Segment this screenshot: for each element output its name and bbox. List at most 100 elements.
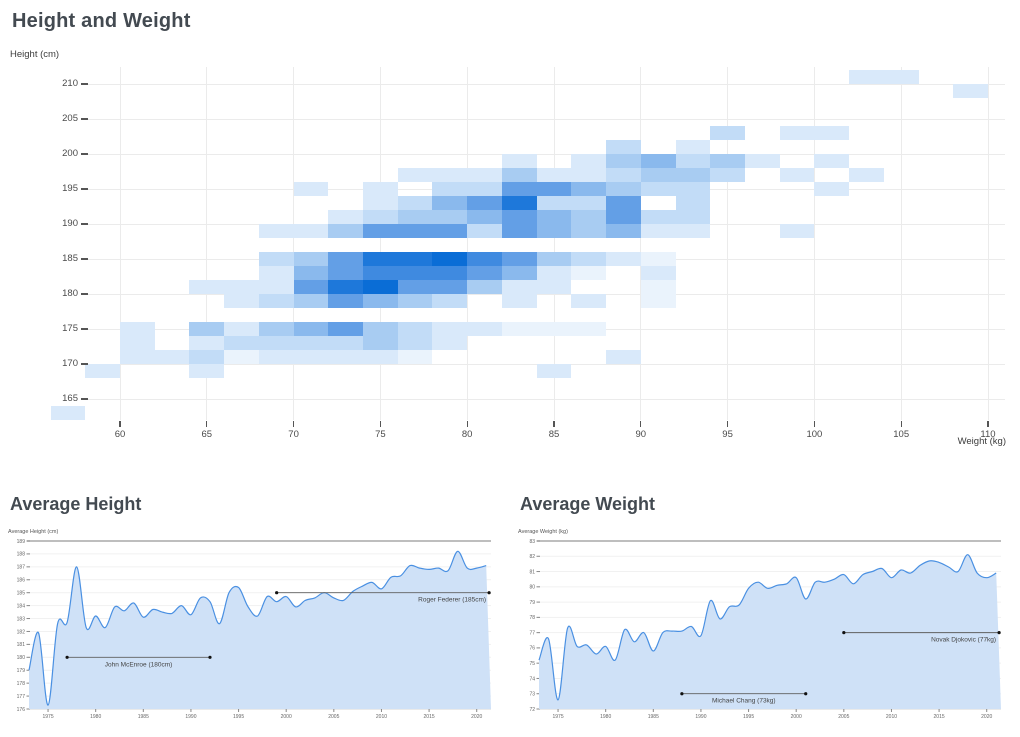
heatmap-cell — [85, 364, 120, 378]
x-tick — [726, 421, 729, 427]
heatmap-cell — [501, 322, 537, 336]
x-tick — [900, 421, 902, 427]
heatmap-cell — [432, 196, 468, 210]
heatmap-cell — [467, 196, 502, 210]
heatmap-cell — [640, 252, 676, 266]
heatmap-cell — [189, 350, 225, 364]
heatmap-cell — [328, 280, 364, 294]
heatmap-cell — [536, 182, 572, 196]
heatmap-cell — [258, 350, 294, 364]
y-tick — [81, 328, 88, 330]
y-tick-label: 180 — [62, 288, 78, 299]
heatmap-cell — [397, 196, 433, 210]
x-tick — [553, 421, 555, 427]
y-tick-label: 78 — [529, 615, 535, 621]
y-tick-label: 195 — [62, 183, 78, 194]
heatmap-cell — [501, 182, 537, 196]
y-tick-label: 200 — [62, 148, 78, 159]
y-tick-label: 175 — [62, 323, 78, 334]
y-tick-label: 73 — [529, 692, 535, 698]
y-tick-label: 182 — [17, 629, 26, 635]
heatmap-x-axis-label: Weight (kg) — [957, 436, 1006, 447]
x-tick-label: 2015 — [934, 714, 945, 720]
gridline — [84, 293, 1005, 295]
area-fill — [29, 551, 491, 709]
heatmap-cell — [432, 210, 468, 224]
heatmap-cell — [432, 168, 468, 182]
y-tick-label: 187 — [17, 565, 26, 571]
heatmap-cell — [397, 322, 433, 336]
avg-weight-title: Average Weight — [520, 494, 656, 514]
heatmap-cell — [640, 280, 676, 294]
heatmap-cell — [120, 322, 155, 336]
x-tick-label: 2010 — [376, 714, 387, 720]
heatmap-cell — [363, 182, 398, 196]
x-tick — [466, 421, 468, 427]
x-tick — [379, 421, 382, 427]
heatmap-cell — [328, 350, 364, 364]
heatmap-cell — [675, 196, 711, 210]
y-tick-label: 176 — [17, 707, 26, 713]
heatmap-cell — [536, 196, 572, 210]
heatmap-cell — [536, 224, 572, 238]
gridline — [119, 67, 121, 420]
x-tick-label: 1990 — [185, 714, 196, 720]
chart-y-axis-label: Average Height (cm) — [8, 529, 59, 535]
heatmap-cell — [501, 280, 537, 294]
heatmap-cell — [640, 294, 676, 308]
x-tick — [987, 421, 989, 427]
x-tick-label: 1980 — [90, 714, 101, 720]
gridline — [84, 118, 1005, 120]
heatmap-cell — [675, 154, 711, 168]
heatmap-cell — [432, 182, 468, 196]
y-tick — [81, 398, 88, 400]
heatmap-cell — [571, 154, 607, 168]
heatmap-cell — [328, 294, 364, 308]
x-tick-label: 2015 — [424, 714, 435, 720]
heatmap-cell — [675, 182, 711, 196]
heatmap-cell — [501, 154, 537, 168]
y-tick-label: 185 — [17, 590, 26, 596]
x-tick-label: 90 — [635, 429, 647, 440]
heatmap-cell — [814, 154, 850, 168]
y-tick-label: 79 — [529, 600, 535, 606]
heatmap-cell — [432, 322, 468, 336]
y-tick — [81, 118, 88, 120]
heatmap-cell — [606, 182, 641, 196]
x-tick-label: 1995 — [233, 714, 244, 720]
chart-y-axis-label: Average Weight (kg) — [518, 529, 568, 535]
heatmap-cell — [258, 252, 294, 266]
annotation-dot — [804, 692, 808, 696]
x-tick-label: 1995 — [743, 714, 754, 720]
y-tick-label: 181 — [17, 642, 26, 648]
heatmap-cell — [953, 84, 988, 98]
y-tick-label: 75 — [529, 661, 535, 667]
heatmap-cell — [328, 224, 364, 238]
heatmap-cell — [606, 252, 641, 266]
x-tick-label: 2005 — [838, 714, 849, 720]
avg-height-title: Average Height — [10, 494, 142, 514]
heatmap-cell — [606, 350, 641, 364]
x-tick-label: 1975 — [552, 714, 563, 720]
average-weight-chart: 72 73 74 75 76 77 78 79 80 81 82 83 1975 1980 1985 1990… — [518, 529, 1001, 720]
gridline — [813, 67, 815, 420]
heatmap-cell — [224, 280, 259, 294]
y-tick-label: 178 — [17, 681, 26, 687]
heatmap-cell — [328, 322, 364, 336]
heatmap-cell — [293, 336, 329, 350]
heatmap-cell — [432, 294, 468, 308]
x-tick-label: 2010 — [886, 714, 897, 720]
heatmap-cell — [224, 294, 259, 308]
x-tick-label: 1980 — [600, 714, 611, 720]
y-tick — [81, 293, 88, 295]
heatmap-cell — [501, 196, 537, 210]
heatmap-cell — [710, 168, 745, 182]
x-tick-label: 2000 — [281, 714, 292, 720]
page-title: Height and Weight — [12, 10, 191, 32]
y-tick-label: 185 — [62, 253, 78, 264]
heatmap-cell — [640, 168, 676, 182]
y-tick-label: 205 — [62, 113, 78, 124]
y-tick-label: 177 — [17, 694, 26, 700]
heatmap-cell — [328, 266, 364, 280]
